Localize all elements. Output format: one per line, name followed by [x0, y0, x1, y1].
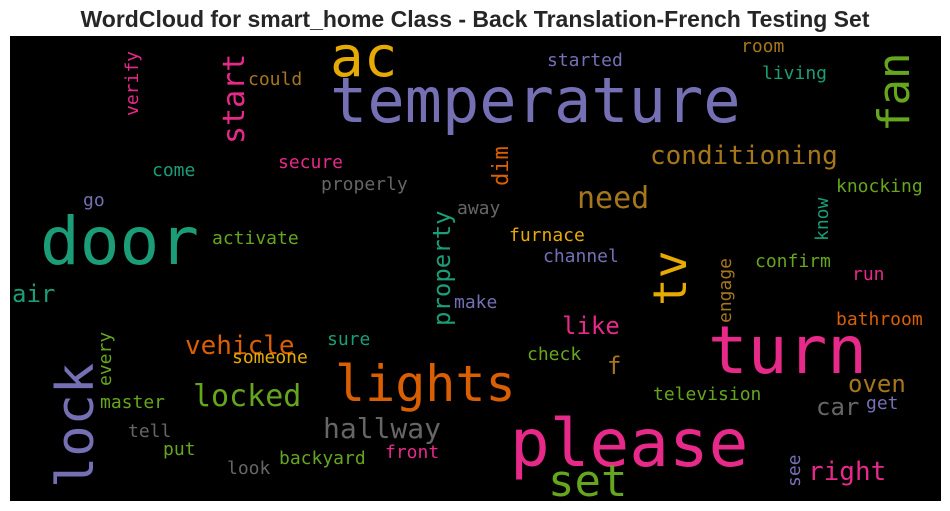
word-tell: tell: [128, 421, 171, 442]
word-make: make: [454, 292, 497, 313]
word-check: check: [527, 344, 581, 365]
word-put: put: [163, 439, 196, 460]
word-cloud: temperature ac fan door turn please lights lock…: [10, 36, 941, 501]
word-need: need: [577, 181, 649, 216]
word-please: please: [510, 405, 748, 482]
word-set: set: [548, 456, 627, 501]
word-backyard: backyard: [279, 448, 366, 469]
word-locked: locked: [193, 379, 301, 414]
word-right: right: [808, 457, 886, 487]
word-see: see: [784, 454, 805, 487]
word-get: get: [866, 393, 899, 414]
word-run: run: [852, 264, 885, 285]
word-air: air: [12, 280, 55, 308]
word-go: go: [83, 190, 105, 211]
word-come: come: [152, 160, 195, 181]
word-look: look: [227, 458, 271, 479]
word-front: front: [385, 442, 439, 463]
word-room: room: [741, 36, 784, 57]
word-door: door: [40, 203, 199, 280]
word-furnace: furnace: [509, 225, 585, 246]
word-oven: oven: [848, 370, 906, 398]
word-hallway: hallway: [323, 412, 441, 445]
word-master: master: [100, 392, 165, 413]
word-know: know: [812, 197, 833, 241]
word-tv: tv: [643, 251, 697, 306]
word-start: start: [217, 54, 252, 144]
word-sure: sure: [327, 329, 370, 350]
word-car: car: [816, 393, 859, 421]
word-channel: channel: [543, 246, 619, 267]
word-conditioning: conditioning: [650, 141, 838, 171]
word-bathroom: bathroom: [836, 309, 923, 330]
word-started: started: [547, 50, 623, 71]
word-dim: dim: [489, 146, 514, 186]
word-someone: someone: [232, 347, 308, 368]
word-every: every: [95, 332, 116, 386]
word-living: living: [762, 63, 827, 84]
word-vehicle: vehicle: [185, 331, 295, 361]
word-properly: properly: [321, 174, 408, 195]
word-confirm: confirm: [755, 251, 831, 272]
word-television: television: [653, 384, 761, 405]
word-lights: lights: [335, 355, 516, 413]
word-ac: ac: [330, 36, 397, 90]
word-knocking: knocking: [836, 176, 923, 197]
word-fan: fan: [869, 53, 920, 132]
word-activate: activate: [212, 228, 299, 249]
word-verify: verify: [122, 51, 143, 116]
figure-title: WordCloud for smart_home Class - Back Tr…: [80, 6, 870, 32]
word-turn: turn: [708, 312, 867, 389]
word-secure: secure: [278, 152, 343, 173]
word-engage: engage: [715, 258, 736, 323]
word-could: could: [248, 69, 302, 90]
word-f: f: [607, 352, 621, 380]
word-lock: lock: [46, 363, 106, 488]
word-property: property: [428, 210, 456, 326]
word-like: like: [562, 312, 620, 340]
word-away: away: [457, 198, 501, 219]
word-temperature: temperature: [330, 64, 741, 137]
